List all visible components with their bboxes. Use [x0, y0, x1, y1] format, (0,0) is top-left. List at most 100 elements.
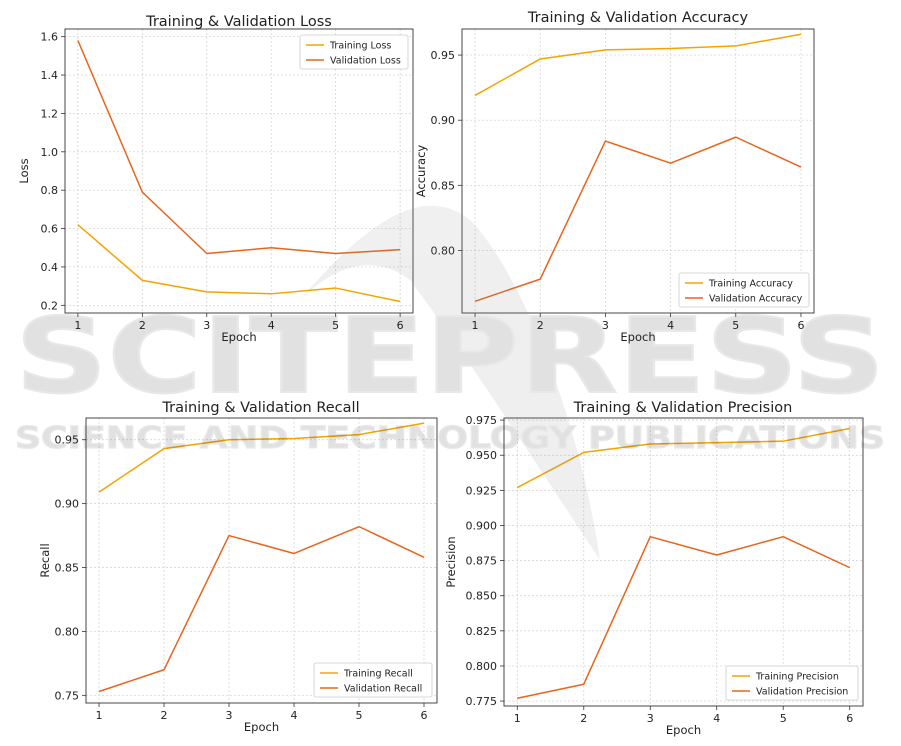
- recall-series-line-training: [98, 422, 425, 493]
- watermark-main-text: SCITEPRESS: [15, 295, 885, 417]
- accuracy-legend-label-validation: Validation Accuracy: [709, 294, 803, 305]
- precision-x-tick-label: 1: [514, 712, 521, 725]
- loss-chart: 1 2 3 4 5 6 0.2 0.4 0.6 0.8 1.0 1.2 1.4 1.6 Training &…: [17, 14, 414, 344]
- accuracy-chart: 1 2 3 4 5 6 0.80 0.85 0.90 0.95 Training & Validat…: [414, 10, 815, 344]
- accuracy-legend-box: [678, 272, 810, 308]
- accuracy-y-tick-label: 0.85: [431, 179, 456, 192]
- accuracy-series-line-training: [474, 33, 802, 97]
- recall-y-tick-label: 0.80: [55, 625, 80, 638]
- accuracy-x-tick-label: 1: [472, 319, 479, 332]
- loss-x-tick-label: 6: [397, 319, 404, 332]
- watermark-sub-text: SCIENCE AND TECHNOLOGY PUBLICATIONS: [15, 421, 885, 456]
- loss-series-line-validation: [77, 40, 401, 255]
- recall-legend-box: [313, 662, 433, 698]
- precision-y-tick-label: 0.825: [466, 625, 498, 638]
- precision-legend: Training Precision Validation Precision: [725, 665, 859, 701]
- recall-x-tick-label: 2: [161, 709, 168, 722]
- watermark: SCITEPRESS SCIENCE AND TECHNOLOGY PUBLIC…: [14, 205, 886, 560]
- precision-x-tick-label: 5: [780, 712, 787, 725]
- precision-x-tick-label: 6: [846, 712, 853, 725]
- precision-y-tick-label: 0.900: [466, 519, 498, 532]
- recall-x-tick-label: 4: [291, 709, 298, 722]
- loss-y-tick-label: 0.6: [41, 223, 59, 236]
- accuracy-x-tick-label: 4: [667, 319, 674, 332]
- accuracy-legend: Training Accuracy Validation Accuracy: [678, 272, 810, 308]
- loss-y-tick-label: 0.2: [41, 299, 59, 312]
- recall-legend: Training Recall Validation Recall: [313, 662, 433, 698]
- precision-y-tick-label: 0.875: [466, 555, 498, 568]
- recall-legend-label-training: Training Recall: [343, 669, 413, 680]
- loss-x-axis-label: Epoch: [221, 330, 256, 344]
- loss-y-tick-label: 1.2: [41, 107, 59, 120]
- recall-y-tick-label: 0.90: [55, 498, 80, 511]
- recall-x-tick-label: 5: [356, 709, 363, 722]
- recall-x-axis-label: Epoch: [244, 720, 279, 734]
- loss-y-tick-label: 1.4: [41, 69, 59, 82]
- precision-y-tick-label: 0.925: [466, 484, 498, 497]
- loss-y-tick-label: 1.0: [41, 146, 59, 159]
- recall-y-tick-label: 0.75: [55, 689, 80, 702]
- accuracy-y-axis-label: Accuracy: [414, 145, 428, 198]
- accuracy-y-tick-label: 0.80: [431, 244, 456, 257]
- precision-x-tick-label: 4: [713, 712, 720, 725]
- loss-legend-box: [299, 34, 409, 70]
- precision-y-tick-label: 0.775: [466, 695, 498, 708]
- accuracy-chart-title: Training & Validation Accuracy: [527, 10, 749, 26]
- recall-x-tick-label: 1: [96, 709, 103, 722]
- precision-legend-label-validation: Validation Precision: [756, 687, 848, 698]
- precision-x-tick-label: 3: [647, 712, 654, 725]
- recall-chart-title: Training & Validation Recall: [161, 400, 359, 416]
- precision-y-tick-label: 0.975: [466, 414, 498, 427]
- loss-legend: Training Loss Validation Loss: [299, 34, 409, 70]
- recall-y-tick-label: 0.95: [55, 434, 80, 447]
- loss-x-tick-label: 4: [268, 319, 275, 332]
- accuracy-x-axis-label: Epoch: [620, 330, 655, 344]
- charts-layer: 1 2 3 4 5 6 0.2 0.4 0.6 0.8 1.0 1.2 1.4 1.6 Training &…: [17, 10, 864, 737]
- loss-x-tick-label: 3: [203, 319, 210, 332]
- precision-y-tick-label: 0.950: [466, 449, 498, 462]
- loss-series-line-training: [77, 224, 401, 303]
- loss-x-tick-label: 2: [139, 319, 146, 332]
- loss-legend-label-validation: Validation Loss: [330, 56, 401, 67]
- accuracy-y-tick-label: 0.90: [431, 114, 456, 127]
- accuracy-x-tick-label: 6: [797, 319, 804, 332]
- precision-x-axis-label: Epoch: [666, 723, 701, 737]
- recall-plot-frame: [85, 417, 438, 704]
- precision-series-line-validation: [517, 535, 851, 700]
- loss-y-tick-label: 1.6: [41, 31, 59, 44]
- accuracy-x-tick-label: 5: [732, 319, 739, 332]
- precision-legend-box: [725, 665, 859, 701]
- accuracy-y-tick-label: 0.95: [431, 49, 456, 62]
- recall-x-tick-label: 3: [226, 709, 233, 722]
- precision-x-tick-label: 2: [580, 712, 587, 725]
- loss-x-tick-label: 5: [332, 319, 339, 332]
- loss-x-tick-label: 1: [74, 319, 81, 332]
- loss-chart-title: Training & Validation Loss: [145, 14, 332, 30]
- precision-series-line-training: [516, 427, 850, 489]
- loss-plot-frame: [64, 28, 414, 314]
- precision-legend-label-training: Training Precision: [755, 672, 839, 683]
- accuracy-legend-label-training: Training Accuracy: [708, 279, 793, 290]
- loss-y-tick-label: 0.8: [41, 184, 59, 197]
- watermark-swoosh: [300, 205, 600, 560]
- loss-legend-label-training: Training Loss: [329, 41, 391, 52]
- precision-y-tick-label: 0.850: [466, 590, 498, 603]
- recall-x-tick-label: 6: [421, 709, 428, 722]
- accuracy-series-line-validation: [474, 136, 802, 302]
- accuracy-x-tick-label: 3: [602, 319, 609, 332]
- recall-y-tick-label: 0.85: [55, 562, 80, 575]
- accuracy-x-tick-label: 2: [537, 319, 544, 332]
- precision-chart-title: Training & Validation Precision: [573, 400, 793, 416]
- precision-plot-frame: [503, 417, 864, 707]
- precision-y-tick-label: 0.800: [466, 660, 498, 673]
- recall-y-axis-label: Recall: [38, 543, 52, 577]
- loss-y-axis-label: Loss: [17, 158, 31, 183]
- loss-y-tick-label: 0.4: [41, 261, 59, 274]
- recall-chart: 1 2 3 4 5 6 0.75 0.80 0.85 0.90 0.95 Training & Val…: [38, 400, 438, 734]
- recall-series-line-validation: [98, 525, 425, 693]
- recall-legend-label-validation: Validation Recall: [344, 684, 422, 695]
- precision-y-axis-label: Precision: [444, 536, 458, 587]
- precision-chart: 1 2 3 4 5 6 0.775 0.800 0.825 0.850 0.875 0.900 0.92…: [444, 400, 864, 737]
- accuracy-plot-frame: [461, 28, 815, 314]
